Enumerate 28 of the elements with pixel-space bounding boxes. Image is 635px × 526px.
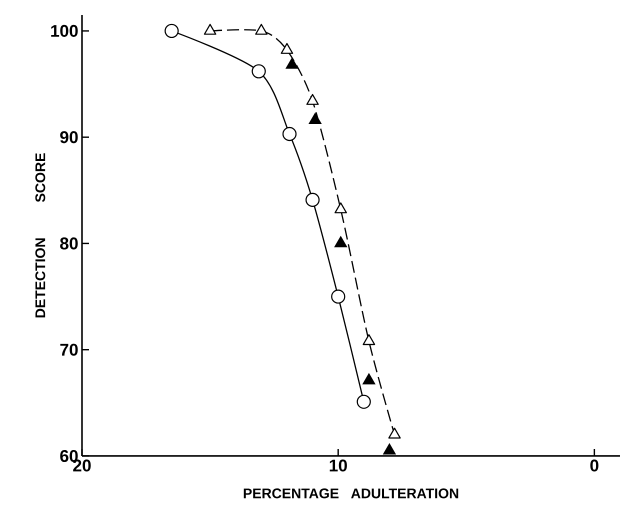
- point: [252, 64, 266, 78]
- point: [331, 289, 346, 304]
- point: [282, 126, 297, 142]
- y-tick-label: 60: [60, 450, 78, 462]
- point: [356, 394, 371, 409]
- point: [255, 24, 268, 35]
- x-tick-label: 10: [330, 460, 347, 472]
- x-axis-title: PERCENTAGE ADULTERATION: [244, 488, 458, 498]
- y-tick-label: 70: [60, 344, 78, 356]
- point: [306, 94, 319, 105]
- y-tick-label: 90: [60, 131, 78, 144]
- point: [308, 113, 322, 124]
- point: [334, 202, 347, 214]
- point: [280, 42, 294, 54]
- y-tick-label: 100: [51, 24, 78, 37]
- point: [305, 192, 320, 207]
- point: [362, 334, 376, 346]
- x-tick-label: 0: [590, 460, 598, 472]
- point: [383, 444, 396, 455]
- point: [388, 428, 401, 439]
- point: [362, 373, 376, 384]
- point: [164, 24, 179, 38]
- point: [204, 24, 216, 35]
- point: [286, 58, 298, 69]
- y-axis-title: DETECTION SCORE: [35, 153, 46, 318]
- point: [334, 236, 347, 248]
- y-tick-label: 80: [60, 237, 78, 250]
- x-tick-label: 20: [73, 460, 91, 472]
